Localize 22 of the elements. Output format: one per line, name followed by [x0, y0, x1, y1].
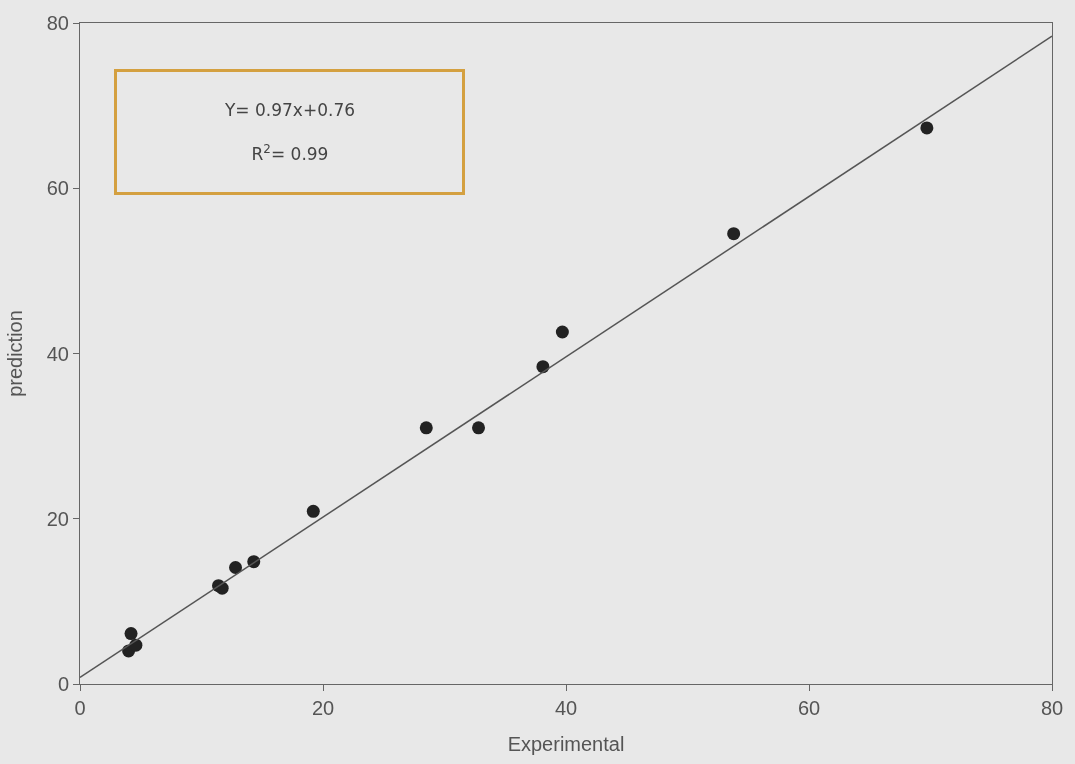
x-tick-label: 0 — [74, 697, 86, 719]
y-tick-label: 0 — [57, 673, 69, 695]
point — [727, 227, 741, 241]
y-tick-label: 40 — [46, 342, 69, 365]
y-tick-label: 20 — [46, 507, 69, 530]
point — [124, 627, 138, 641]
point — [419, 421, 433, 435]
x-tick-label: 40 — [554, 697, 578, 719]
annotation: R$^{2}$= 0.99 — [251, 141, 329, 165]
x-axis-title: Experimental — [507, 732, 625, 755]
x-tick-label: 80 — [1040, 697, 1064, 719]
y-tick-label: 80 — [46, 12, 69, 34]
y-tick-label: 60 — [46, 177, 69, 200]
annotation: Y= 0.97x+0.76 — [223, 99, 356, 120]
x-tick-label: 20 — [311, 697, 335, 719]
point — [920, 121, 934, 135]
point — [472, 421, 486, 435]
y-axis-title: prediction — [4, 310, 27, 397]
point — [306, 504, 320, 518]
point — [555, 325, 569, 339]
point — [229, 561, 243, 574]
x-tick-label: 60 — [797, 697, 821, 719]
